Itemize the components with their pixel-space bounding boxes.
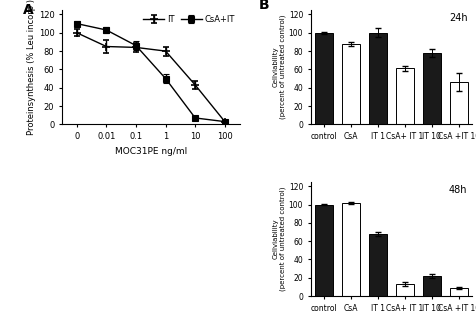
Y-axis label: Proteinsynthesis (% Leu incorp ): Proteinsynthesis (% Leu incorp )	[27, 0, 36, 135]
Bar	[342, 44, 359, 124]
Y-axis label: Cellviability
(percent of untreated control): Cellviability (percent of untreated cont…	[272, 15, 285, 119]
Text: A: A	[23, 3, 34, 17]
Bar	[368, 33, 386, 124]
Bar	[422, 276, 440, 296]
Bar	[449, 288, 466, 296]
Y-axis label: Cellviability
(percent of untreated control): Cellviability (percent of untreated cont…	[272, 187, 285, 291]
Bar	[422, 53, 440, 124]
X-axis label: MOC31PE ng/ml: MOC31PE ng/ml	[114, 146, 187, 156]
Text: B: B	[258, 0, 269, 13]
Bar	[449, 82, 466, 124]
Text: 48h: 48h	[448, 185, 466, 195]
Bar	[368, 234, 386, 296]
Bar	[315, 33, 332, 124]
Bar	[342, 203, 359, 296]
Legend: IT, CsA+IT: IT, CsA+IT	[142, 14, 235, 25]
Bar	[396, 68, 413, 124]
Bar	[396, 284, 413, 296]
Bar	[315, 205, 332, 296]
Text: 24h: 24h	[448, 13, 466, 23]
